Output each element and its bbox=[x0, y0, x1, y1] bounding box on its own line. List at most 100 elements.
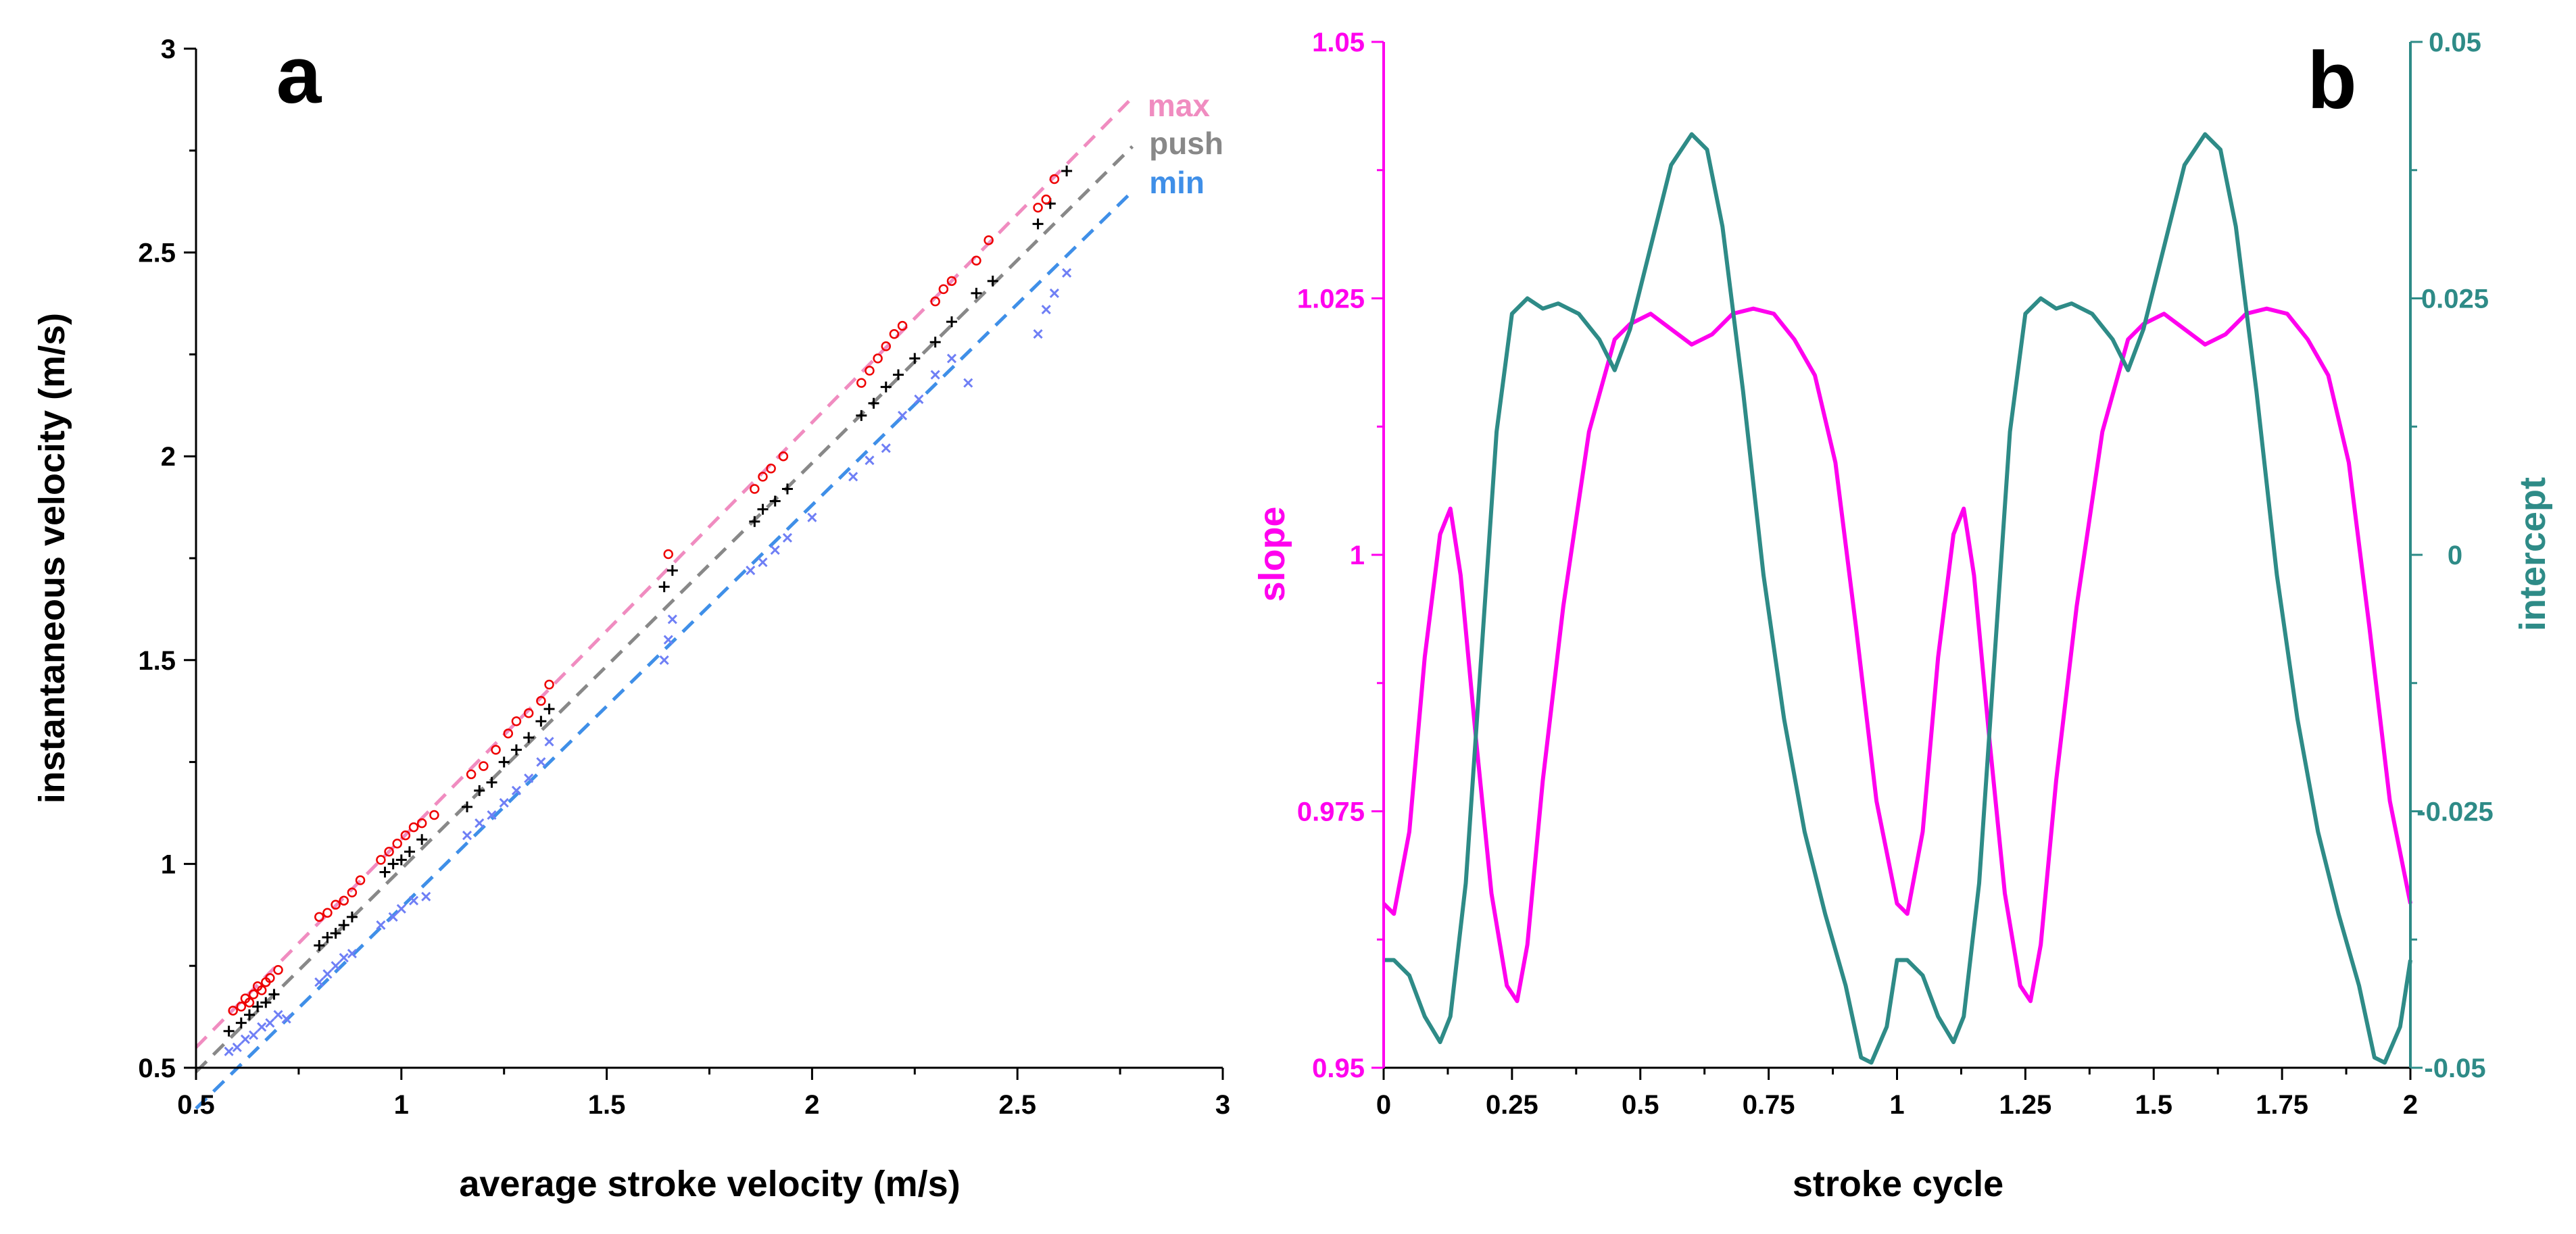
panel-b-x-tick-label: 1.75 bbox=[2256, 1090, 2308, 1120]
legend-min: min bbox=[1149, 165, 1205, 200]
point-push-38 bbox=[987, 275, 998, 287]
point-push-32 bbox=[880, 381, 892, 393]
point-max-38 bbox=[873, 353, 883, 364]
point-max-12 bbox=[331, 899, 341, 910]
panel-b-slope-tick-label: 1.05 bbox=[1312, 28, 1365, 57]
point-min-6 bbox=[273, 1010, 283, 1020]
legend-push: push bbox=[1149, 126, 1223, 161]
point-max-27 bbox=[511, 716, 522, 726]
point-min-22 bbox=[511, 785, 521, 795]
panel-b-slope-label: slope bbox=[1252, 506, 1292, 601]
point-max-46 bbox=[983, 235, 994, 245]
point-min-44 bbox=[1049, 288, 1059, 298]
panel-b-x-tick-label: 2 bbox=[2403, 1090, 2418, 1120]
point-max-24 bbox=[479, 761, 489, 771]
point-min-38 bbox=[914, 394, 924, 404]
point-push-7 bbox=[322, 931, 333, 943]
point-min-27 bbox=[663, 635, 673, 645]
point-max-11 bbox=[322, 908, 333, 918]
point-max-30 bbox=[544, 679, 554, 690]
point-max-37 bbox=[865, 366, 875, 376]
point-min-40 bbox=[946, 353, 957, 364]
point-min-3 bbox=[249, 1030, 259, 1040]
point-push-31 bbox=[868, 397, 879, 409]
point-max-4 bbox=[248, 989, 259, 999]
point-push-0 bbox=[223, 1025, 235, 1037]
point-min-5 bbox=[265, 1018, 275, 1028]
point-max-28 bbox=[523, 708, 534, 718]
panel-b-intercept-tick-label: -0.05 bbox=[2424, 1054, 2485, 1083]
point-max-14 bbox=[347, 887, 358, 897]
point-min-10 bbox=[331, 961, 341, 971]
point-push-11 bbox=[379, 866, 391, 878]
panel-a-x-tick-label: 3 bbox=[1215, 1090, 1230, 1120]
point-max-26 bbox=[503, 729, 514, 739]
point-max-44 bbox=[946, 276, 957, 287]
point-push-9 bbox=[338, 919, 349, 931]
point-min-20 bbox=[487, 810, 497, 820]
point-max-32 bbox=[750, 484, 760, 494]
point-min-36 bbox=[881, 443, 891, 453]
panel-b-intercept-tick-label: 0 bbox=[2448, 541, 2462, 570]
panel-a-x-tick-label: 1.5 bbox=[588, 1090, 626, 1120]
point-min-9 bbox=[322, 969, 333, 979]
point-max-47 bbox=[1033, 202, 1043, 213]
point-push-5 bbox=[268, 989, 280, 1000]
point-max-0 bbox=[228, 1006, 238, 1016]
point-max-40 bbox=[889, 328, 900, 339]
point-push-12 bbox=[387, 858, 399, 870]
point-min-33 bbox=[807, 512, 817, 522]
point-min-0 bbox=[224, 1046, 234, 1056]
point-min-41 bbox=[963, 378, 973, 388]
point-max-48 bbox=[1041, 194, 1051, 205]
point-min-37 bbox=[898, 410, 908, 420]
point-push-37 bbox=[971, 287, 982, 299]
panel-b-intercept-label: intercept bbox=[2512, 477, 2553, 631]
point-min-43 bbox=[1041, 304, 1051, 315]
point-min-11 bbox=[339, 953, 349, 963]
point-push-41 bbox=[1061, 165, 1073, 176]
panel-a: 0.5 1 1.5 2 2.5 3 0.5 1 1.5 2 2.5 3 a average strok… bbox=[32, 30, 1230, 1204]
point-max-17 bbox=[384, 847, 394, 857]
point-min-23 bbox=[524, 773, 534, 783]
point-max-31 bbox=[663, 549, 673, 560]
point-min-8 bbox=[314, 977, 324, 987]
point-min-45 bbox=[1062, 268, 1072, 278]
intercept-line bbox=[1384, 132, 2412, 1065]
point-push-30 bbox=[856, 410, 867, 421]
panel-a-x-tick-label: 1 bbox=[394, 1090, 409, 1120]
point-min-17 bbox=[421, 891, 431, 902]
point-min-13 bbox=[376, 920, 386, 930]
point-max-23 bbox=[466, 769, 477, 779]
point-max-19 bbox=[400, 830, 411, 841]
panel-a-y-tick-label: 1.5 bbox=[138, 646, 176, 676]
panel-b-x-tick-label: 0.5 bbox=[1622, 1090, 1659, 1120]
point-push-4 bbox=[260, 997, 272, 1008]
point-max-6 bbox=[256, 985, 267, 995]
panel-b-x-tick-label: 1 bbox=[1889, 1090, 1904, 1120]
panel-b-slope-tick-label: 0.975 bbox=[1297, 797, 1365, 827]
point-max-21 bbox=[416, 818, 427, 829]
point-push-16 bbox=[462, 801, 473, 812]
point-min-2 bbox=[240, 1034, 250, 1044]
point-push-1 bbox=[235, 1017, 247, 1029]
point-max-8 bbox=[265, 973, 275, 983]
point-max-43 bbox=[938, 284, 949, 295]
point-push-25 bbox=[666, 565, 678, 576]
point-push-34 bbox=[909, 353, 921, 364]
point-push-39 bbox=[1032, 218, 1044, 230]
point-push-35 bbox=[929, 337, 941, 348]
point-min-1 bbox=[232, 1042, 242, 1052]
point-max-39 bbox=[881, 341, 892, 351]
panel-b-x-tick-label: 1.5 bbox=[2135, 1090, 2172, 1120]
point-min-30 bbox=[758, 557, 768, 568]
point-max-49 bbox=[1049, 174, 1060, 184]
point-min-18 bbox=[462, 831, 472, 841]
panel-a-y-label: instantaneous velocity (m/s) bbox=[32, 313, 72, 804]
panel-b-slope-tick-label: 1.025 bbox=[1297, 285, 1365, 314]
panel-a-y-tick-label: 0.5 bbox=[138, 1054, 176, 1083]
point-max-1 bbox=[236, 1002, 247, 1012]
panel-b: 0 0.25 0.5 0.75 1 1.25 1.5 1.75 2 0.95 0.975 1 1.025… bbox=[1252, 28, 2553, 1204]
point-min-16 bbox=[408, 895, 419, 906]
